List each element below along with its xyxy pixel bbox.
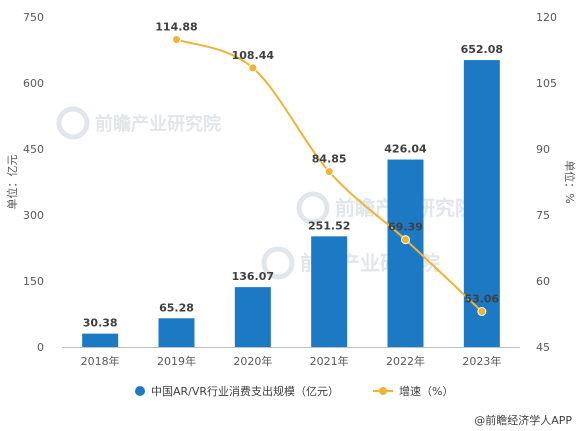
y-left-tick-label: 450 (23, 143, 44, 156)
y-left-tick-label: 0 (37, 341, 44, 354)
watermark-logo-icon (56, 106, 90, 140)
y-left-tick-label: 150 (23, 275, 44, 288)
growth-point (477, 307, 487, 317)
bar (234, 287, 271, 347)
y-left-tick-label: 300 (23, 209, 44, 222)
line-series (172, 35, 487, 317)
y-right-axis-title: 单位：% (563, 160, 577, 203)
y-right-tick-label: 60 (536, 275, 550, 288)
growth-value-label: 53.06 (464, 293, 499, 306)
axes: 2018年 2019年 2020年 2021年 2022年 2023年 0 150 300 450… (5, 11, 577, 368)
growth-point (248, 63, 258, 73)
x-tick-label: 2022年 (386, 354, 425, 368)
x-tick-label: 2019年 (157, 354, 196, 368)
data-labels: 30.38 65.28 136.07 251.52 426.04 652.08 114.88… (83, 21, 503, 330)
growth-value-label: 114.88 (155, 21, 197, 34)
y-left-tick-label: 600 (23, 77, 44, 90)
bar (82, 333, 119, 347)
watermark-text: 前瞻产业研究院 (95, 113, 221, 135)
legend: 中国AR/VR行业消费支出规模（亿元） 增速（%） (135, 384, 453, 398)
x-tick-label: 2023年 (462, 354, 501, 368)
bar-value-label: 136.07 (232, 270, 274, 283)
y-left-axis-title: 单位：亿元 (5, 155, 19, 210)
y-right-tick-label: 105 (536, 77, 557, 90)
bar-value-label: 426.04 (384, 143, 427, 156)
source-credit: @前瞻经济学人APP (474, 413, 572, 427)
growth-point (324, 167, 334, 177)
x-tick-label: 2021年 (310, 354, 349, 368)
x-tick-label: 2020年 (233, 354, 272, 368)
legend-line-label: 增速（%） (399, 384, 453, 398)
y-right-tick-label: 75 (536, 209, 550, 222)
y-right-tick-label: 120 (536, 11, 557, 24)
bar-value-label: 652.08 (461, 43, 503, 56)
y-right-tick-label: 90 (536, 143, 550, 156)
bar-value-label: 65.28 (159, 301, 194, 314)
legend-line-dot (379, 387, 387, 395)
growth-value-label: 69.39 (388, 221, 423, 234)
bar-value-label: 251.52 (308, 219, 350, 232)
y-right-tick-label: 45 (536, 341, 550, 354)
growth-value-label: 108.44 (232, 49, 275, 62)
legend-bar-label: 中国AR/VR行业消费支出规模（亿元） (151, 384, 339, 398)
watermark-logo-icon (296, 191, 330, 225)
bar (158, 318, 195, 347)
watermark-logo-icon (261, 246, 295, 280)
x-tick-label: 2018年 (81, 354, 120, 368)
bar-value-label: 30.38 (83, 317, 118, 330)
growth-point (401, 235, 410, 245)
y-left-tick-label: 750 (23, 11, 44, 24)
growth-value-label: 84.85 (312, 153, 347, 166)
bar (387, 159, 424, 347)
legend-bar-marker (135, 386, 145, 396)
growth-point (172, 35, 181, 45)
bar (311, 236, 348, 347)
